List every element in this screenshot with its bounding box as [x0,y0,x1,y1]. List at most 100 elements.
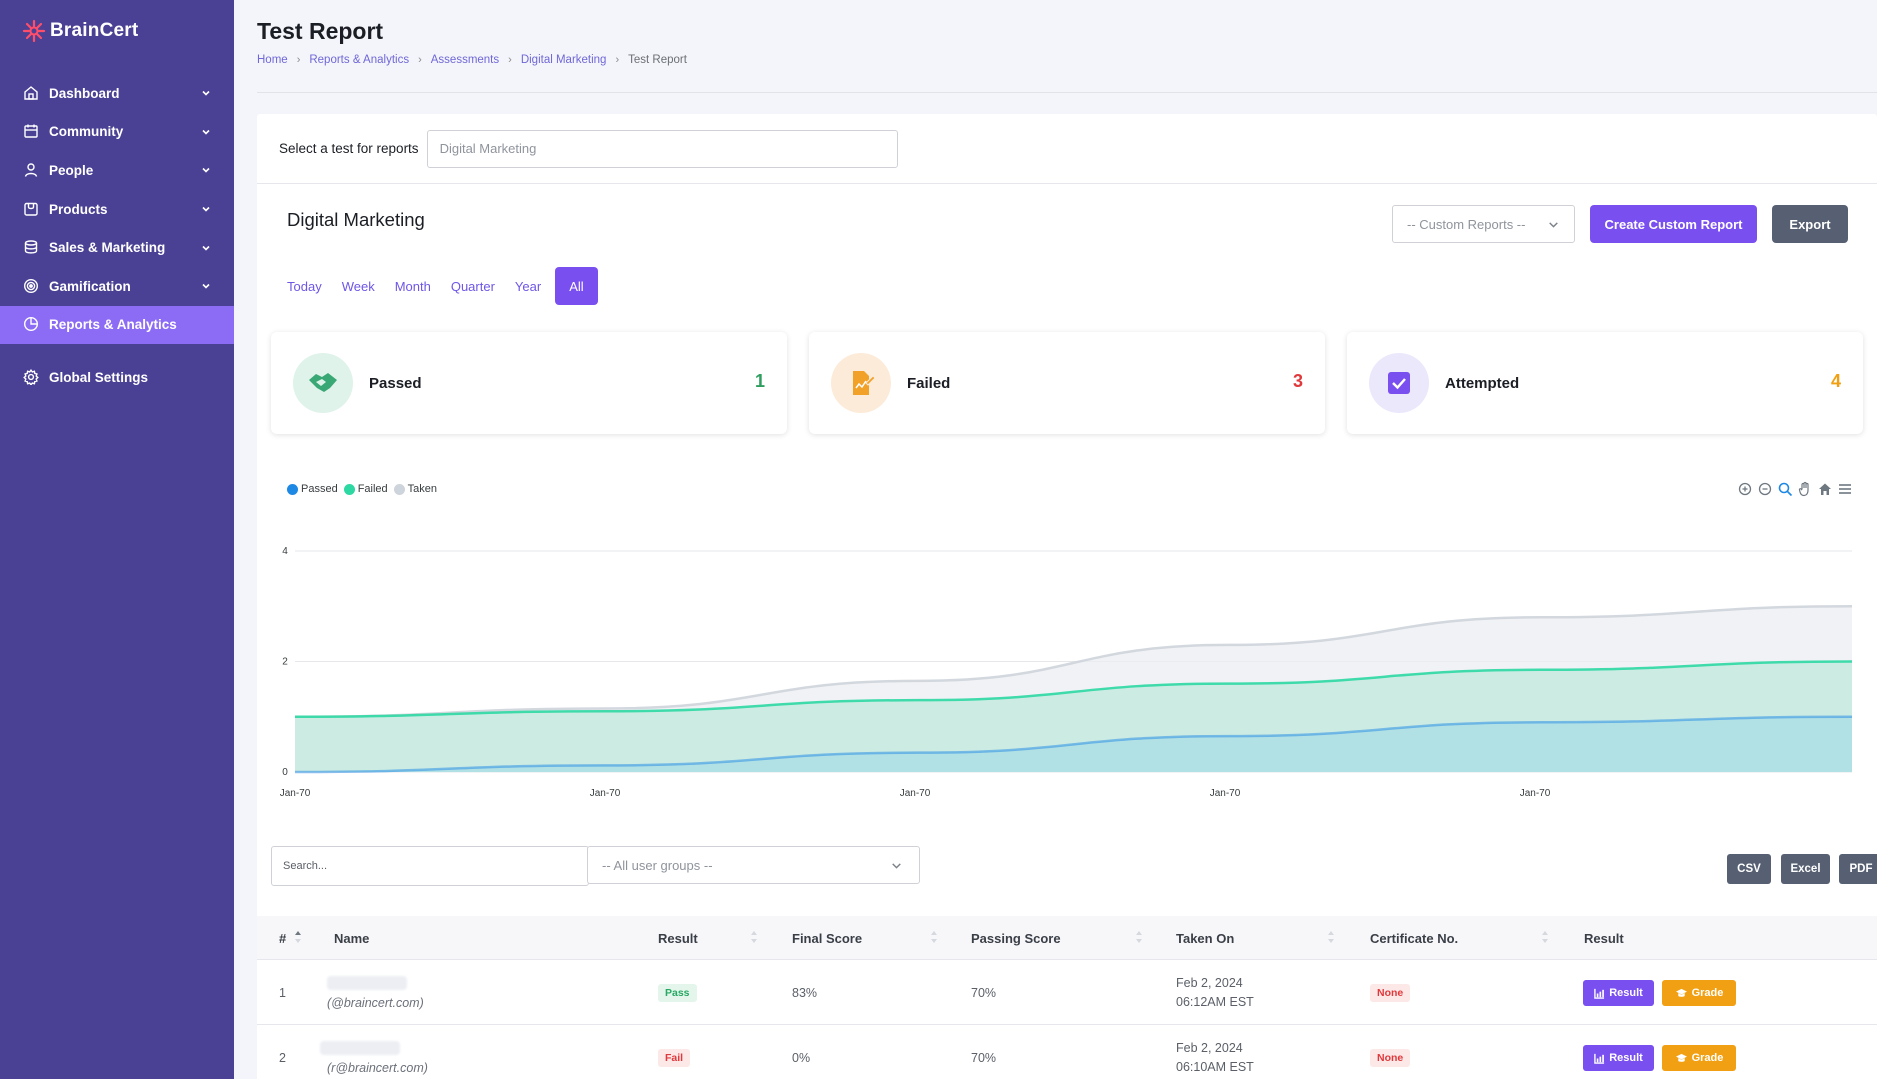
column-label: Certificate No. [1370,930,1459,946]
period-tabs: Today Week Month Quarter Year All [287,267,598,305]
custom-reports-select[interactable]: -- Custom Reports -- [1392,205,1575,243]
user-email: (r@braincert.com) [327,1060,428,1075]
legend-item-failed[interactable]: Failed [343,483,388,495]
sidebar-item-label: Dashboard [49,85,120,101]
tab-quarter[interactable]: Quarter [450,278,495,294]
sort-icon[interactable] [1327,929,1335,945]
breadcrumb-digital-marketing[interactable]: Digital Marketing [520,54,607,66]
stat-card-passed: Passed 1 [271,332,787,434]
sidebar-item-community[interactable]: Community [0,113,234,152]
taken-on-cell: Feb 2, 2024 06:12AM EST [1176,960,1254,1025]
sidebar-item-global-settings[interactable]: Global Settings [0,358,234,397]
column-header-certificate[interactable]: Certificate No. [1370,916,1458,960]
sort-icon[interactable] [750,929,758,945]
breadcrumb-home[interactable]: Home [257,54,288,66]
sidebar-item-label: Gamification [49,278,131,294]
section-title: Digital Marketing [287,209,425,230]
sort-icon[interactable] [294,929,302,945]
grade-button[interactable]: Grade [1662,1045,1736,1071]
passing-score: 70% [971,985,997,1000]
column-header-passing-score[interactable]: Passing Score [971,916,1061,960]
home-icon [23,85,40,102]
sidebar-item-products[interactable]: Products [0,190,234,229]
grade-button[interactable]: Grade [1662,980,1736,1006]
magnifier-icon[interactable] [1777,481,1793,497]
breadcrumb: Home › Reports & Analytics › Assessments… [257,54,687,66]
user-groups-select[interactable]: -- All user groups -- [587,846,920,884]
column-header-final-score[interactable]: Final Score [792,916,862,960]
calendar-icon [23,123,40,140]
graduation-cap-icon [1675,988,1687,997]
csv-button[interactable]: CSV [1727,854,1771,884]
sidebar-item-gamification[interactable]: Gamification [0,267,234,306]
result-cell: Pass [658,960,697,1025]
stat-card-failed: Failed 3 [809,332,1325,434]
sidebar-item-dashboard[interactable]: Dashboard [0,74,234,113]
result-button[interactable]: Result [1583,980,1654,1006]
final-score: 0% [792,1050,811,1065]
sidebar-item-reports-analytics[interactable]: Reports & Analytics [0,305,234,345]
breadcrumb-assessments[interactable]: Assessments [430,54,500,66]
sidebar-item-label: Sales & Marketing [49,240,166,256]
blurred-name [320,1040,400,1055]
bar-chart-icon [1594,988,1605,999]
column-header-number[interactable]: # [279,916,286,960]
series-line-taken [294,605,1853,718]
breadcrumb-reports-analytics[interactable]: Reports & Analytics [309,54,410,66]
legend-label: Failed [357,483,388,495]
pan-hand-icon[interactable] [1797,481,1813,497]
chevron-down-icon [200,87,212,99]
sort-icon[interactable] [930,929,938,945]
column-label: Name [334,930,370,946]
table-header: # Name Result Final Score Passing Score … [257,916,1877,960]
search-input[interactable]: Search... [271,846,589,886]
sort-icon[interactable] [1541,929,1549,945]
result-cell: Fail [658,1025,691,1079]
export-button[interactable]: Export [1772,205,1848,243]
stat-label: Passed [369,374,422,392]
sidebar-item-sales-marketing[interactable]: Sales & Marketing [0,228,234,267]
test-select-input[interactable]: Digital Marketing [426,129,898,168]
sidebar-nav: Dashboard Community People Products Sale… [0,74,234,397]
tab-today[interactable]: Today [287,278,322,294]
column-header-result[interactable]: Result [658,916,698,960]
sidebar-item-people[interactable]: People [0,151,234,190]
tab-week[interactable]: Week [341,278,375,294]
result-button-label: Result [1609,1052,1643,1064]
breadcrumb-separator-icon: › [508,54,512,66]
excel-button[interactable]: Excel [1781,854,1830,884]
coins-icon [23,239,40,256]
tab-all[interactable]: All [555,267,598,305]
y-tick-label: 4 [282,546,288,557]
pdf-button[interactable]: PDF [1839,854,1877,884]
handshake-icon [293,353,353,413]
stat-label: Failed [907,374,951,392]
zoom-in-icon[interactable] [1737,481,1753,497]
sidebar-item-label: People [49,162,94,178]
sidebar: BrainCert Dashboard Community People Pro… [0,0,234,1079]
result-button[interactable]: Result [1583,1045,1654,1071]
column-header-taken-on[interactable]: Taken On [1176,916,1234,960]
zoom-out-icon[interactable] [1757,481,1773,497]
certificate-badge: None [1370,1048,1411,1067]
legend-item-passed[interactable]: Passed [287,483,338,495]
brand-logo[interactable]: BrainCert [0,0,234,62]
menu-icon[interactable] [1837,481,1853,497]
x-tick-label: Jan-70 [1520,788,1551,799]
user-groups-placeholder: -- All user groups -- [602,857,713,873]
legend-item-taken[interactable]: Taken [393,483,437,495]
chevron-down-icon [200,203,212,215]
page-title: Test Report [257,18,384,44]
chevron-down-icon [892,863,901,869]
sort-icon[interactable] [1135,929,1143,945]
table-row: 2 (r@braincert.com) Fail 0% 70% Feb 2, 2… [257,1025,1877,1079]
tab-year[interactable]: Year [514,278,542,294]
create-custom-report-button[interactable]: Create Custom Report [1590,205,1757,243]
taken-date: Feb 2, 2024 [1176,1041,1243,1055]
status-badge: Pass [658,983,697,1002]
column-header-name[interactable]: Name [334,916,369,960]
tab-month[interactable]: Month [394,278,431,294]
home-reset-icon[interactable] [1817,481,1833,497]
blurred-name [327,975,407,990]
certificate-badge: None [1370,983,1411,1002]
